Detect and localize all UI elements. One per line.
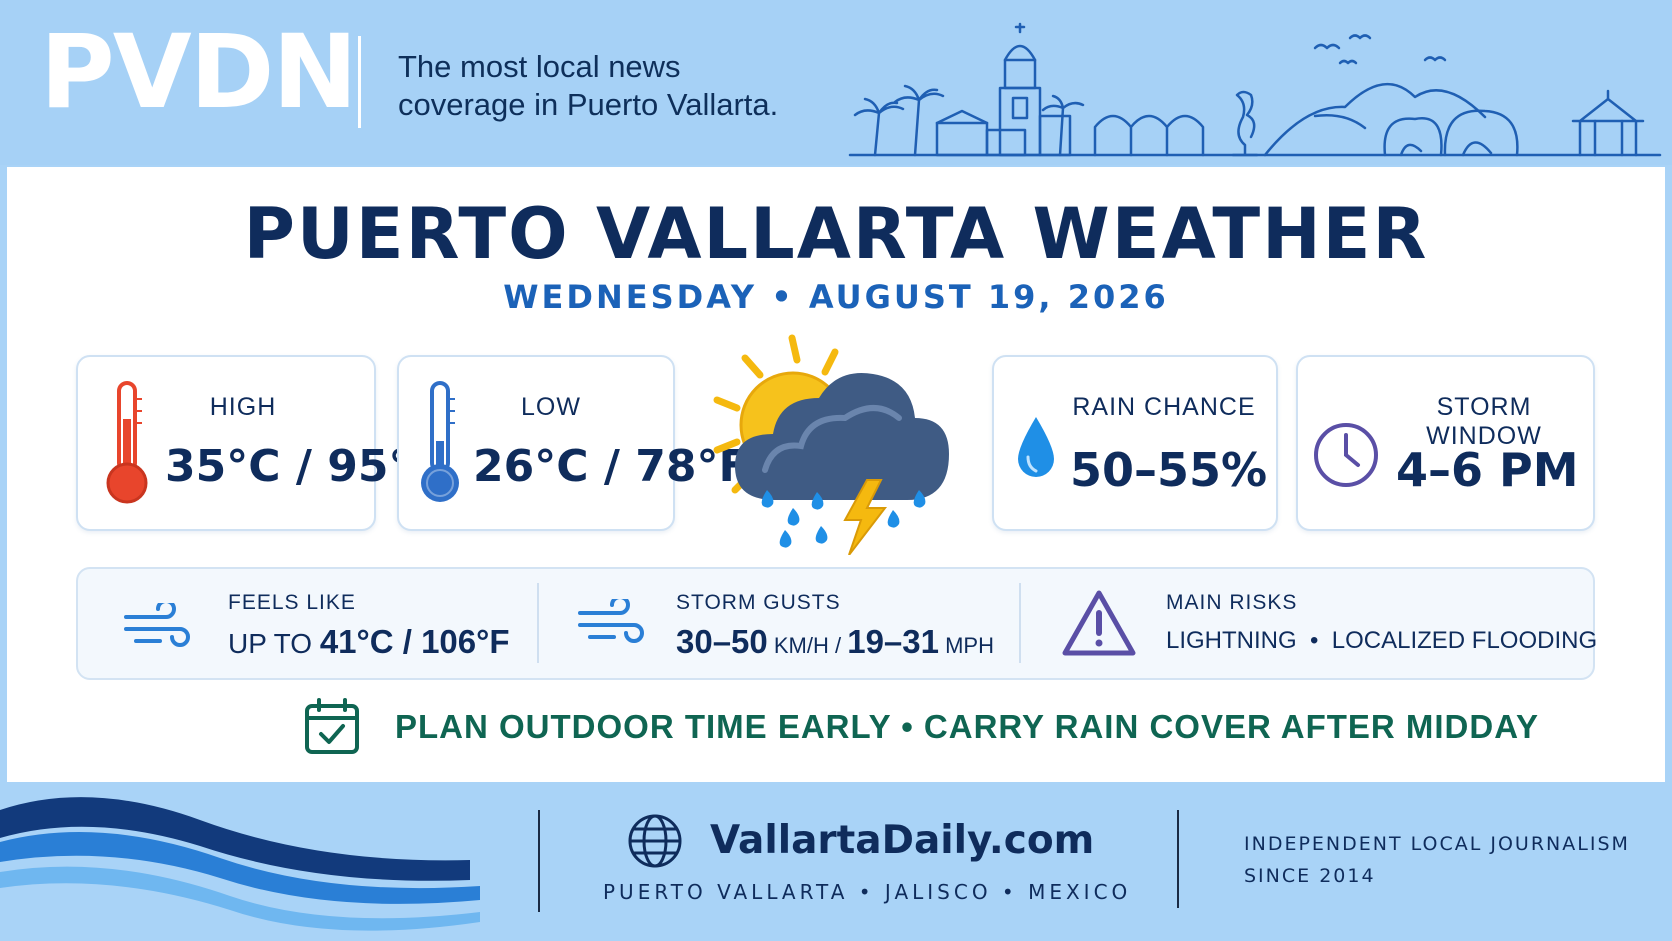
city-skyline-illustration (848, 22, 1662, 157)
storm-window-value: 4–6 PM (1396, 443, 1579, 497)
footer-location: PUERTO VALLARTA • JALISCO • MEXICO (603, 880, 1132, 904)
storm-gusts-label: STORM GUSTS (676, 591, 841, 614)
storm-window-box: STORM WINDOW 4–6 PM (1296, 355, 1595, 531)
high-value: 35°C / 95°F (165, 441, 441, 492)
journalism-line-1: INDEPENDENT LOCAL JOURNALISM (1244, 833, 1630, 855)
gusts-wind-icon (578, 599, 644, 643)
high-temp-box: HIGH 35°C / 95°F (76, 355, 441, 531)
brand-tagline: The most local news coverage in Puerto V… (398, 48, 838, 124)
gusts-mph: 19–31 (847, 623, 939, 660)
feels-like-temp: 41°C / 106°F (319, 623, 510, 660)
raindrop-icon (1018, 417, 1054, 477)
sun-cloud-thunderstorm-icon (713, 334, 949, 555)
site-link[interactable]: VallartaDaily.com (710, 818, 1095, 863)
advice-text: PLAN OUTDOOR TIME EARLY • CARRY RAIN COV… (395, 708, 1540, 745)
feels-like-label: FEELS LIKE (228, 591, 356, 614)
calendar-check-icon (305, 698, 359, 754)
details-strip: FEELS LIKE UP TO 41°C / 106°F STORM GUST… (76, 567, 1598, 680)
wave-decoration (0, 797, 480, 931)
warning-icon (1062, 590, 1136, 656)
journalism-line-2: SINCE 2014 (1244, 865, 1376, 887)
main-risks-label: MAIN RISKS (1166, 591, 1298, 614)
clock-icon (1314, 423, 1378, 487)
gusts-kmh: 30–50 (676, 623, 768, 660)
tagline-line-2: coverage in Puerto Vallarta. (398, 87, 779, 122)
globe-icon (628, 814, 682, 868)
strip-divider-2 (1019, 583, 1021, 663)
gusts-unit-2: MPH (938, 633, 994, 658)
feels-like-value: UP TO 41°C / 106°F (228, 623, 509, 661)
footer-divider-2 (1177, 810, 1179, 908)
storm-gusts-value: 30–50 KM/H / 19–31 MPH (676, 623, 994, 661)
strip-divider-1 (537, 583, 539, 663)
tagline-line-1: The most local news (398, 49, 681, 84)
header-divider (358, 36, 361, 128)
low-label: LOW (521, 393, 581, 421)
footer-divider-1 (538, 810, 540, 912)
low-value: 26°C / 78°F (473, 441, 749, 492)
rain-chance-box: RAIN CHANCE 50–55% (992, 355, 1278, 531)
header-banner (0, 0, 1672, 165)
rain-chance-value: 50–55% (1070, 443, 1268, 497)
feels-like-prefix: UP TO (228, 628, 320, 659)
rain-chance-label: RAIN CHANCE (1072, 393, 1256, 421)
low-temp-box: LOW 26°C / 78°F (397, 355, 749, 531)
main-risks-value: LIGHTNING • LOCALIZED FLOODING (1166, 627, 1598, 654)
page-title: PUERTO VALLARTA WEATHER (243, 193, 1429, 275)
gusts-unit-1: KM/H / (767, 633, 848, 658)
footer-journalism: INDEPENDENT LOCAL JOURNALISM SINCE 2014 (1244, 828, 1630, 892)
wind-icon (124, 603, 190, 647)
forecast-date: WEDNESDAY • AUGUST 19, 2026 (503, 278, 1169, 316)
thermometer-hot-icon (106, 381, 148, 504)
storm-window-label: STORM WINDOW (1426, 393, 1542, 450)
brand-logo[interactable]: PVDN (40, 13, 358, 132)
high-label: HIGH (209, 393, 277, 421)
thermometer-cold-icon (421, 381, 459, 502)
